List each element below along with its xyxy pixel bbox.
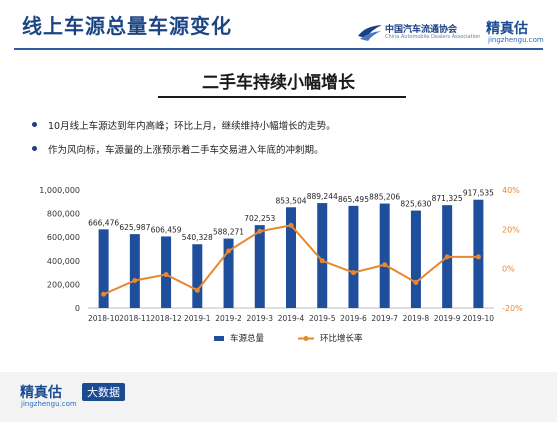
bar	[98, 229, 109, 308]
y-right-tick-label: -20%	[502, 304, 523, 313]
x-tick-label: 2019-8	[403, 314, 430, 323]
bar	[223, 238, 234, 308]
bar-data-label: 917,535	[463, 189, 494, 198]
growth-point	[226, 248, 232, 254]
jzg-logo-url: jingzhengu.com	[488, 36, 544, 44]
bar	[129, 234, 140, 308]
bullet-dot-icon	[32, 146, 37, 151]
bar	[254, 225, 265, 308]
cada-logo-subtext: China Automobile Dealers Association	[385, 34, 481, 40]
bullet-item: 10月线上车源达到年内高峰；环比上月，继续维持小幅增长的走势。	[32, 118, 336, 132]
cada-logo-text: 中国汽车流通协会	[385, 25, 458, 35]
footer-tag: 大数据	[82, 383, 125, 401]
growth-point	[194, 287, 200, 293]
y-left-tick-label: 800,000	[47, 210, 80, 219]
bar	[379, 203, 390, 308]
footer-logo-text: 精真估	[20, 385, 62, 401]
growth-point	[319, 258, 325, 264]
bullet-item: 作为风向标，车源量的上涨预示着二手车交易进入年底的冲刺期。	[32, 142, 336, 156]
jzg-logo: 精真估 jingzhengu.com	[486, 18, 550, 48]
x-tick-label: 2019-2	[215, 314, 242, 323]
growth-point	[101, 291, 107, 297]
bar-data-label: 825,630	[400, 200, 431, 209]
legend-line-label: 环比增长率	[320, 333, 363, 344]
x-tick-label: 2019-9	[434, 314, 461, 323]
bar	[473, 199, 484, 308]
growth-point	[257, 228, 263, 234]
section-subtitle: 二手车持续小幅增长	[202, 73, 355, 93]
bar-data-label: 865,495	[338, 195, 369, 204]
growth-point	[475, 254, 481, 260]
x-tick-label: 2019-6	[340, 314, 367, 323]
jzg-logo-text: 精真估	[486, 21, 528, 37]
growth-point	[132, 277, 138, 283]
bar-data-label: 889,244	[307, 192, 338, 201]
x-tick-label: 2019-1	[184, 314, 211, 323]
y-left-tick-label: 0	[75, 304, 80, 313]
bar-data-label: 625,987	[119, 223, 150, 232]
growth-point	[288, 222, 294, 228]
bar	[348, 205, 359, 308]
footer-bar: 精真估 jingzhengu.com 大数据	[0, 372, 557, 422]
bullet-text: 10月线上车源达到年内高峰；环比上月，继续维持小幅增长的走势。	[48, 121, 336, 132]
y-left-tick-label: 400,000	[47, 257, 80, 266]
header-divider	[14, 48, 543, 50]
growth-point	[350, 270, 356, 276]
bar-data-label: 871,325	[432, 194, 463, 203]
bar-data-label: 666,476	[88, 218, 119, 227]
bar	[286, 207, 296, 308]
page-title: 线上车源总量车源变化	[22, 14, 232, 38]
bar	[192, 244, 203, 308]
combo-chart: 0 200,000 400,000 600,000 800,000 1,000,000 -2…	[39, 186, 523, 344]
x-tick-label: 2018-12	[150, 314, 182, 323]
x-tick-label: 2019-5	[309, 314, 336, 323]
y-left-tick-label: 1,000,000	[39, 186, 80, 195]
bar-data-label: 853,504	[275, 196, 306, 205]
cada-logo: 中国汽车流通协会 China Automobile Dealers Associ…	[357, 20, 480, 46]
x-tick-label: 2018-11	[119, 314, 151, 323]
bar	[317, 203, 328, 308]
y-left-tick-label: 600,000	[47, 233, 80, 242]
x-tick-label: 2019-7	[371, 314, 398, 323]
bar-data-label: 540,328	[182, 233, 213, 242]
bar-data-label: 702,253	[244, 214, 275, 223]
bullet-list: 10月线上车源达到年内高峰；环比上月，继续维持小幅增长的走势。 作为风向标，车源…	[32, 118, 336, 166]
x-tick-label: 2019-3	[246, 314, 273, 323]
bullet-text: 作为风向标，车源量的上涨预示着二手车交易进入年底的冲刺期。	[48, 145, 324, 156]
growth-point	[163, 272, 169, 278]
x-tick-label: 2019-4	[278, 314, 305, 323]
bar-data-label: 885,206	[369, 193, 400, 202]
growth-point	[413, 279, 419, 285]
subtitle-underline	[158, 96, 406, 98]
y-left-tick-label: 200,000	[47, 280, 80, 289]
footer-logo-url: jingzhengu.com	[21, 400, 77, 408]
y-right-tick-label: 20%	[502, 225, 520, 234]
legend-bar-swatch	[214, 336, 224, 341]
legend-bar-label: 车源总量	[230, 333, 265, 344]
growth-point	[382, 262, 388, 268]
x-tick-label: 2019-10	[463, 314, 495, 323]
bar	[410, 210, 421, 308]
growth-point	[444, 254, 450, 260]
bar-data-label: 606,459	[151, 225, 182, 234]
cada-logo-icon	[358, 25, 382, 41]
x-tick-label: 2018-10	[88, 314, 120, 323]
bar-data-label: 588,271	[213, 228, 244, 237]
y-right-tick-label: 40%	[502, 186, 520, 195]
bullet-dot-icon	[32, 122, 37, 127]
y-right-tick-label: 0%	[502, 265, 515, 274]
legend-line-marker	[303, 336, 309, 341]
